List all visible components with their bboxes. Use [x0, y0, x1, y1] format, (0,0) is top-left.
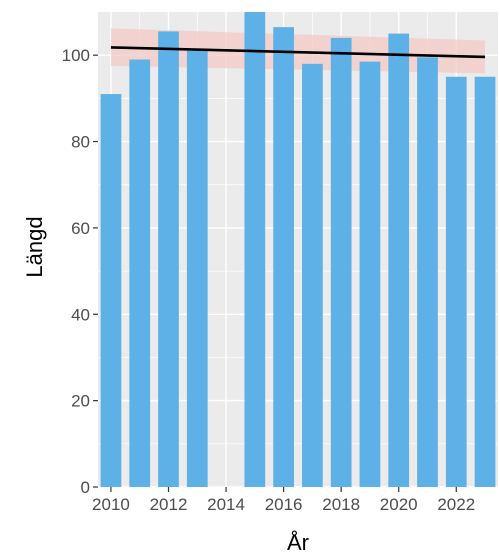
- bar-2015: [244, 12, 266, 487]
- x-axis-title: År: [287, 530, 309, 555]
- x-tick-label: 2010: [92, 495, 130, 514]
- bar-2022: [445, 76, 467, 487]
- y-tick-label: 100: [62, 46, 90, 65]
- y-tick-label: 80: [71, 133, 90, 152]
- trend-line: [110, 46, 486, 59]
- y-tick-label: 60: [71, 219, 90, 238]
- bar-2019: [359, 61, 381, 488]
- x-tick-label: 2016: [265, 495, 303, 514]
- y-tick-label: 20: [71, 392, 90, 411]
- bar-2017: [302, 63, 323, 488]
- bar-2020: [388, 33, 410, 487]
- y-tick-label: 40: [71, 305, 90, 324]
- bar-2018: [330, 37, 352, 488]
- bar-2011: [129, 59, 151, 487]
- bar-2023: [474, 76, 496, 487]
- plot-panel: [98, 12, 498, 487]
- bar-2013: [186, 50, 208, 487]
- x-tick-label: 2014: [207, 495, 245, 514]
- x-tick-label: 2020: [380, 495, 418, 514]
- x-tick-label: 2022: [437, 495, 475, 514]
- y-tick-label: 0: [81, 478, 90, 497]
- x-tick-label: 2018: [322, 495, 360, 514]
- bar-2012: [158, 31, 179, 487]
- bar-2016: [273, 27, 294, 487]
- bar-2010: [100, 94, 122, 487]
- x-tick-label: 2012: [150, 495, 188, 514]
- y-axis-title: Längd: [22, 216, 47, 277]
- bar-2021: [417, 57, 438, 487]
